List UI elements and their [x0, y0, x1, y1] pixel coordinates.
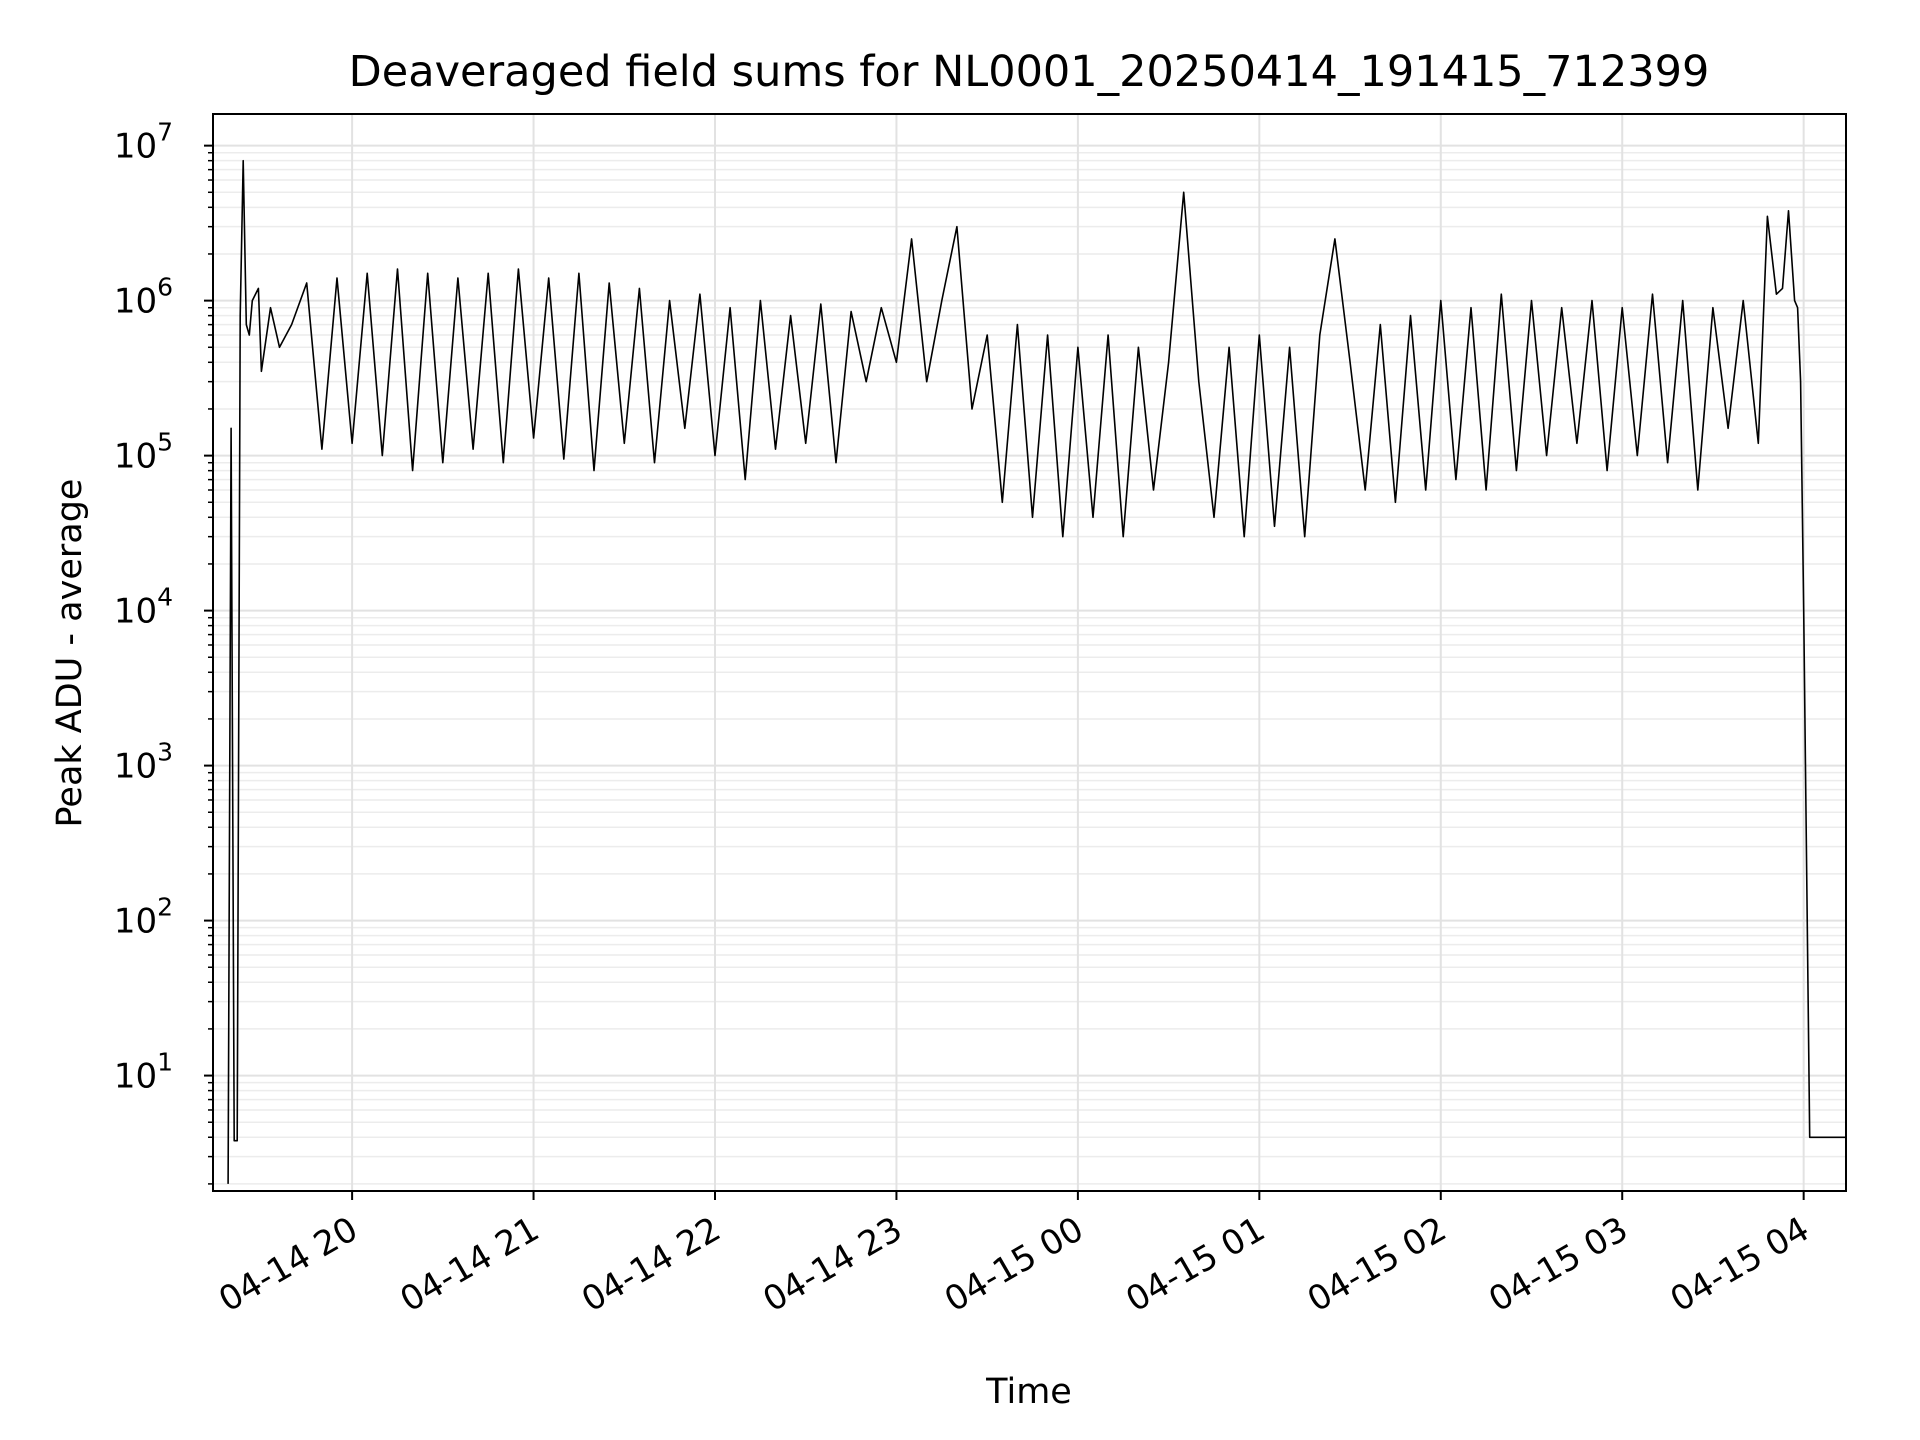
- y-tick-label: 101: [114, 1048, 173, 1097]
- data-series-line: [227, 159, 1846, 1184]
- y-tick-label: 106: [114, 273, 173, 322]
- y-axis-label: Peak ADU - average: [50, 479, 90, 828]
- tick-marks: [204, 144, 1805, 1200]
- data-line-layer: [227, 159, 1846, 1184]
- y-tick-label: 103: [114, 738, 173, 787]
- y-tick-labels: 101 102 103 104 105 106 107: [114, 118, 173, 1097]
- y-tick-label: 104: [114, 583, 173, 632]
- y-tick-label: 105: [114, 428, 173, 477]
- y-tick-label: 102: [114, 893, 173, 942]
- plot-frame: [212, 113, 1847, 1192]
- y-tick-label: 107: [114, 118, 173, 167]
- grid: [213, 114, 1846, 1191]
- x-axis-label: Time: [985, 1372, 1072, 1412]
- chart-title: Deaveraged field sums for NL0001_2025041…: [349, 47, 1710, 97]
